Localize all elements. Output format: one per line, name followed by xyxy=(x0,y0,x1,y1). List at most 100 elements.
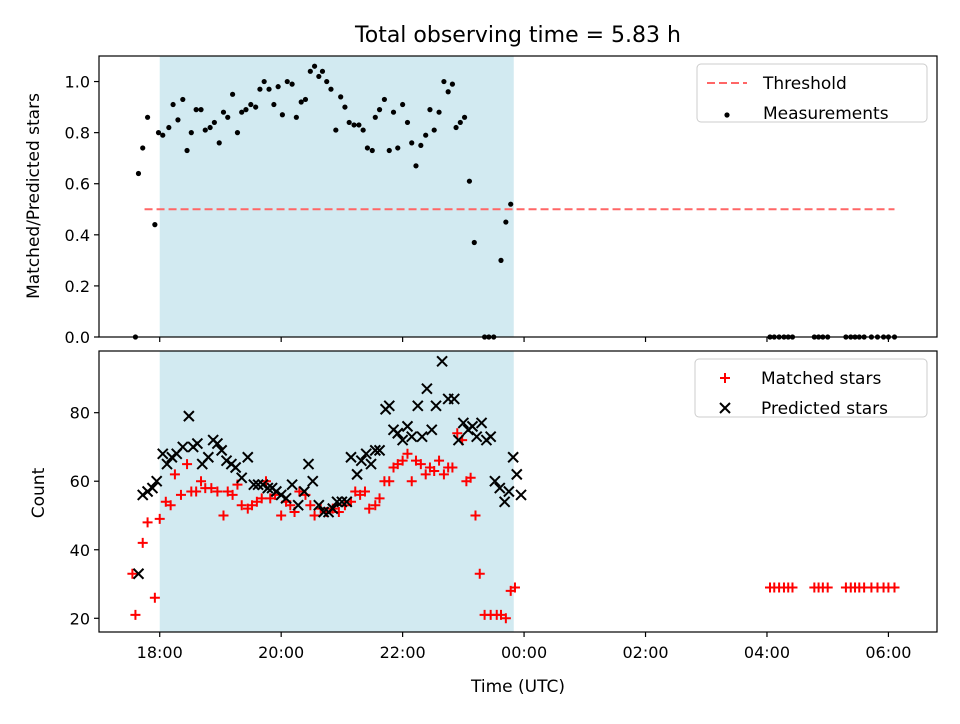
x-tick-label: 02:00 xyxy=(622,643,668,662)
data-point xyxy=(294,486,305,497)
x-tick-label: 04:00 xyxy=(744,643,790,662)
data-point xyxy=(364,503,375,514)
data-point xyxy=(386,147,392,154)
data-point xyxy=(445,89,451,95)
data-point xyxy=(383,400,395,412)
data-point xyxy=(409,140,415,146)
data-point xyxy=(466,178,473,184)
data-point xyxy=(202,127,208,133)
legend-label: Measurements xyxy=(763,104,889,124)
data-point xyxy=(235,472,248,484)
data-point xyxy=(420,469,431,480)
legend-marker xyxy=(719,402,731,414)
data-point xyxy=(130,609,141,620)
legend-label: Matched stars xyxy=(761,369,881,389)
data-point xyxy=(369,147,375,154)
data-point xyxy=(331,496,343,508)
data-point xyxy=(351,468,363,481)
data-point xyxy=(309,510,320,521)
x-tick-label: 00:00 xyxy=(501,643,547,662)
data-point xyxy=(127,568,138,579)
data-point xyxy=(276,510,287,521)
data-point xyxy=(396,434,409,446)
data-point xyxy=(177,441,189,453)
bottom-y-axis-label: Count xyxy=(29,467,49,518)
data-point xyxy=(202,451,215,463)
data-point xyxy=(298,485,310,498)
data-point xyxy=(452,428,463,439)
data-point xyxy=(266,86,272,92)
data-point xyxy=(242,451,254,463)
data-point xyxy=(448,393,460,405)
data-point xyxy=(355,454,368,467)
data-point xyxy=(191,437,204,450)
axes-frame xyxy=(98,350,938,633)
data-point xyxy=(293,114,299,120)
data-point xyxy=(507,451,519,463)
legend-label: Predicted stars xyxy=(761,399,888,419)
data-point xyxy=(509,582,520,593)
x-tick-label: 06:00 xyxy=(865,643,911,662)
data-point xyxy=(370,500,381,511)
shaded-observing-interval xyxy=(159,56,514,337)
y-tick-label: 0.6 xyxy=(65,175,90,194)
data-point xyxy=(144,114,151,120)
data-point xyxy=(436,109,442,115)
data-point xyxy=(376,107,383,113)
data-point xyxy=(157,448,169,460)
data-point xyxy=(146,482,159,494)
data-point xyxy=(289,81,295,87)
data-point xyxy=(169,469,180,480)
data-point xyxy=(305,500,316,511)
data-point xyxy=(257,86,263,92)
legend: Threshold Measurements xyxy=(696,63,928,124)
data-point xyxy=(239,109,245,115)
y-tick-label: 1.0 xyxy=(65,73,90,92)
data-point xyxy=(384,476,395,487)
data-point xyxy=(206,483,217,494)
data-point xyxy=(327,502,339,515)
data-point xyxy=(390,109,397,115)
data-point xyxy=(292,499,304,511)
data-point xyxy=(218,510,229,521)
data-point xyxy=(256,493,267,504)
data-point xyxy=(220,109,227,115)
x-axis-label: Time (UTC) xyxy=(470,677,565,697)
data-point xyxy=(511,468,523,481)
data-point xyxy=(324,78,330,85)
legend-marker xyxy=(724,112,730,118)
data-point xyxy=(220,454,233,467)
data-point xyxy=(184,147,190,154)
data-point xyxy=(416,430,428,443)
data-point xyxy=(166,451,178,463)
data-point xyxy=(508,201,514,207)
data-point xyxy=(430,400,442,412)
data-point xyxy=(515,489,527,501)
data-point xyxy=(395,145,401,151)
data-point xyxy=(142,517,153,528)
data-point xyxy=(360,127,366,133)
data-point xyxy=(215,444,228,457)
data-point xyxy=(461,114,468,120)
data-point xyxy=(360,448,372,460)
data-point xyxy=(503,219,509,225)
data-point xyxy=(345,451,357,463)
y-tick-label: 60 xyxy=(70,472,90,491)
chart-title: Total observing time = 5.83 h xyxy=(354,23,681,48)
data-point xyxy=(402,448,413,459)
y-tick-label: 0.8 xyxy=(65,124,90,143)
data-point xyxy=(494,482,506,494)
data-point xyxy=(271,101,277,108)
y-tick-label: 0.2 xyxy=(65,277,90,296)
data-point xyxy=(307,68,313,74)
data-point xyxy=(466,420,479,433)
data-point xyxy=(198,107,204,113)
data-point xyxy=(400,101,406,108)
data-point xyxy=(229,91,236,97)
data-point xyxy=(418,142,424,149)
data-point xyxy=(484,430,497,443)
data-point xyxy=(404,119,411,126)
data-point xyxy=(175,489,186,500)
data-point xyxy=(421,382,433,395)
data-point xyxy=(822,582,833,593)
